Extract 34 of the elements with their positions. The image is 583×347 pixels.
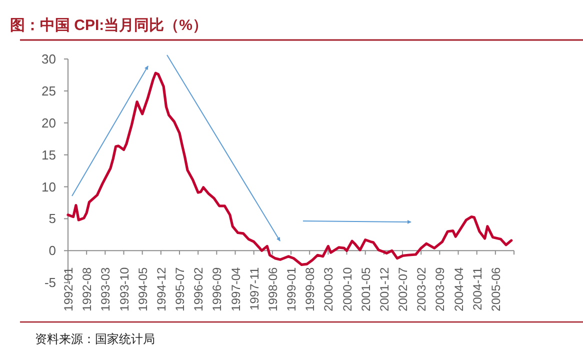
y-tick-label: 10	[42, 179, 56, 194]
x-tick-label: 2000-10	[340, 266, 354, 312]
x-tick-label: 2005-06	[488, 266, 503, 312]
x-tick-label: 1996-02	[192, 266, 206, 312]
x-tick-label: 2002-07	[396, 266, 410, 312]
y-tick-label: 20	[42, 115, 56, 130]
x-tick-label: 1996-09	[210, 266, 224, 312]
text: 资料来源：国家统计局	[35, 332, 155, 346]
x-tick-label: 1992-08	[80, 266, 94, 312]
x-tick-label: 2001-05	[358, 266, 373, 312]
x-tick-label: 1999-08	[303, 266, 318, 312]
x-tick-label: 2003-09	[433, 266, 448, 312]
x-tick-label: 1997-11	[247, 266, 262, 310]
x-tick-label: 2003-02	[414, 266, 429, 312]
x-tick-label: 1992-01	[62, 266, 76, 312]
x-tick-label: 1997-04	[228, 266, 243, 312]
x-tick-label: 2004-11	[470, 266, 484, 310]
x-tick-label: 1993-10	[117, 266, 132, 312]
x-tick-label: 2004-04	[452, 266, 466, 312]
y-tick-label: 5	[48, 211, 56, 226]
y-tick-label: 25	[42, 83, 56, 98]
x-tick-label: 2001-12	[377, 266, 392, 312]
y-tick-label: -5	[44, 275, 56, 290]
y-tick-label: 15	[42, 147, 56, 162]
x-tick-label: 1994-12	[154, 266, 168, 312]
y-tick-label: 0	[48, 243, 56, 258]
x-tick-label: 1993-03	[98, 266, 113, 312]
chart-title: 图：中国 CPI:当月同比（%）	[10, 17, 208, 34]
x-tick-label: 2000-03	[322, 266, 336, 312]
x-tick-label: 1999-01	[284, 266, 298, 312]
x-tick-label: 1995-07	[173, 266, 187, 312]
x-tick-label: 1998-06	[266, 266, 280, 312]
x-tick-label: 1994-05	[136, 266, 150, 312]
y-tick-label: 30	[42, 52, 56, 66]
